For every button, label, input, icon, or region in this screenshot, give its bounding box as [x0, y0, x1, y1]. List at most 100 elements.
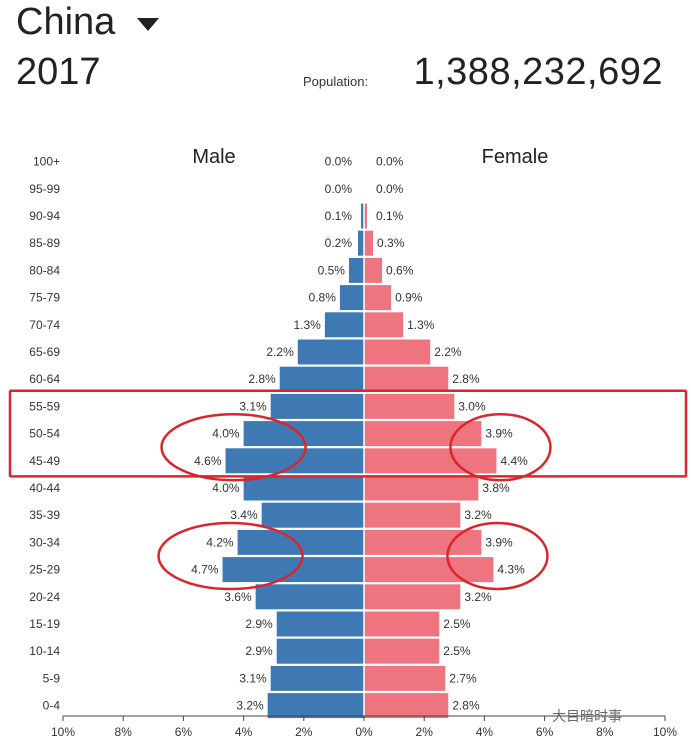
male-value-label: 4.0% [212, 427, 240, 441]
male-value-label: 4.6% [194, 454, 222, 468]
age-group-label: 30-34 [29, 535, 60, 549]
male-value-label: 0.5% [318, 263, 346, 277]
age-group-label: 45-49 [29, 454, 60, 468]
female-bar [364, 285, 392, 311]
female-bar [364, 693, 449, 719]
highlight-circle [160, 412, 307, 482]
male-value-label: 1.3% [294, 318, 322, 332]
male-value-label: 0.0% [325, 155, 353, 169]
female-bar [364, 475, 479, 501]
male-value-label: 3.6% [224, 590, 252, 604]
female-bar [364, 638, 440, 664]
male-legend-label: Male [192, 146, 235, 168]
highlight-circle [449, 412, 552, 482]
female-value-label: 3.2% [464, 508, 492, 522]
x-tick-label: 10% [653, 725, 677, 739]
age-group-label: 55-59 [29, 399, 60, 413]
male-value-label: 2.9% [245, 617, 273, 631]
male-bar [297, 339, 364, 365]
age-group-label: 60-64 [29, 372, 60, 386]
female-bar [364, 257, 383, 283]
male-bar [279, 366, 364, 392]
female-value-label: 2.7% [449, 671, 477, 685]
highlight-band [8, 389, 688, 478]
x-tick-label: 6% [175, 725, 193, 739]
female-bar [364, 529, 482, 555]
female-value-label: 0.0% [376, 182, 404, 196]
age-group-label: 85-89 [29, 236, 60, 250]
male-value-label: 4.2% [206, 535, 234, 549]
highlight-circle [157, 521, 304, 591]
female-value-label: 4.4% [500, 454, 528, 468]
dropdown-caret-icon[interactable] [137, 18, 159, 31]
population-value: 1,388,232,692 [413, 51, 663, 93]
bars-layer [222, 148, 497, 719]
x-tick-label: 8% [115, 725, 133, 739]
male-bar [222, 557, 364, 583]
male-value-label: 3.1% [239, 671, 267, 685]
age-group-label: 25-29 [29, 563, 60, 577]
age-group-label: 5-9 [43, 671, 61, 685]
male-bar [225, 448, 364, 474]
x-tick-label: 10% [51, 725, 75, 739]
female-value-label: 3.2% [464, 590, 492, 604]
male-value-label: 2.9% [245, 644, 273, 658]
age-group-label: 100+ [33, 155, 60, 169]
male-value-label: 4.7% [191, 563, 219, 577]
female-value-label: 0.3% [377, 236, 405, 250]
labels-layer: 100+ 0.0% 0.0% 95-99 0.0% 0.0% 90-94 0.1% 0.1% 85… [29, 155, 528, 713]
female-bar [364, 502, 461, 528]
x-tick-label: 6% [536, 725, 554, 739]
age-group-label: 10-14 [29, 644, 60, 658]
female-bar [364, 584, 461, 610]
age-group-label: 95-99 [29, 182, 60, 196]
age-group-label: 70-74 [29, 318, 60, 332]
male-bar [270, 393, 364, 419]
year-title: 2017 [16, 51, 101, 93]
x-axis: 10% 8% 6% 4% 2% 0% 2% 4% 6% 8% 10% [51, 715, 677, 739]
age-group-label: 80-84 [29, 263, 60, 277]
female-value-label: 3.9% [485, 535, 513, 549]
female-value-label: 4.3% [497, 563, 525, 577]
age-group-label: 20-24 [29, 590, 60, 604]
age-group-label: 50-54 [29, 427, 60, 441]
male-bar [339, 285, 364, 311]
male-value-label: 0.8% [309, 291, 337, 305]
age-group-label: 40-44 [29, 481, 60, 495]
age-group-label: 65-69 [29, 345, 60, 359]
male-bar [243, 475, 364, 501]
male-bar [348, 257, 364, 283]
female-bar [364, 448, 497, 474]
male-bar [276, 638, 364, 664]
female-value-label: 2.2% [434, 345, 462, 359]
male-bar [357, 230, 364, 256]
female-value-label: 2.5% [443, 644, 471, 658]
female-value-label: 2.8% [452, 699, 480, 713]
male-value-label: 0.0% [325, 182, 353, 196]
age-group-label: 75-79 [29, 291, 60, 305]
male-bar [324, 312, 364, 338]
female-value-label: 0.9% [395, 291, 423, 305]
female-bar [364, 393, 455, 419]
x-tick-label: 2% [416, 725, 434, 739]
male-value-label: 2.2% [266, 345, 294, 359]
male-value-label: 2.8% [248, 372, 276, 386]
male-bar [255, 584, 364, 610]
female-bar [364, 230, 374, 256]
male-value-label: 3.2% [236, 699, 264, 713]
male-bar [270, 665, 364, 691]
female-legend-label: Female [482, 146, 549, 168]
x-tick-label: 4% [235, 725, 253, 739]
female-bar [364, 665, 446, 691]
female-value-label: 3.9% [485, 427, 513, 441]
x-tick-label: 8% [596, 725, 614, 739]
male-bar [261, 502, 364, 528]
male-value-label: 0.1% [325, 209, 353, 223]
female-bar [364, 366, 449, 392]
female-value-label: 0.0% [376, 155, 404, 169]
female-bar [364, 312, 404, 338]
female-value-label: 2.8% [452, 372, 480, 386]
age-group-label: 90-94 [29, 209, 60, 223]
country-title[interactable]: China [16, 1, 116, 43]
